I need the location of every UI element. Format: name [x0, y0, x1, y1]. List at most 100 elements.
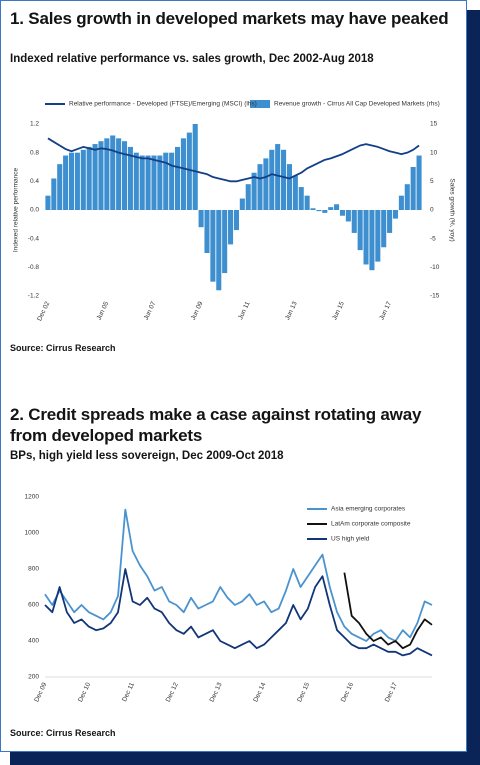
- bar: [339, 210, 346, 216]
- source: Source: Cirrus Research: [10, 343, 116, 353]
- bar: [351, 210, 357, 233]
- bar: [269, 149, 275, 210]
- y-tick-label: -15: [430, 293, 440, 300]
- bar: [345, 210, 351, 222]
- x-tick-label: Jun 11: [237, 300, 252, 321]
- line: [343, 572, 433, 650]
- bar: [92, 144, 98, 210]
- bar: [375, 210, 381, 262]
- bar: [257, 164, 263, 210]
- bar: [86, 146, 92, 210]
- y-tick-label: -10: [430, 264, 440, 271]
- bar: [281, 149, 287, 210]
- y-tick-label: 1000: [25, 530, 40, 537]
- y-tick-label: 10: [430, 149, 438, 156]
- bar: [410, 167, 416, 210]
- bar: [204, 210, 210, 253]
- bar: [381, 210, 387, 248]
- bar: [139, 155, 145, 210]
- bar: [328, 207, 334, 210]
- bar: [357, 210, 363, 251]
- charts: 1.2 0.8 0.4 0.0 -0.4 -0.8 -1.2 15 10 5 0 -5 -10 -15 In…: [13, 100, 455, 703]
- bar: [68, 152, 75, 210]
- bar: [392, 210, 399, 219]
- bar: [104, 138, 110, 210]
- y-tick-label: 0: [430, 207, 434, 214]
- y-tick-label: 400: [28, 638, 39, 645]
- chart-title: 1. Sales growth in developed markets may…: [10, 9, 449, 28]
- bar: [151, 155, 157, 210]
- legend-label: LatAm corporate composite: [331, 521, 411, 528]
- y-tick-label: 15: [430, 121, 438, 128]
- bar: [74, 152, 80, 210]
- y-tick-label: -1.2: [28, 293, 40, 300]
- bar: [316, 210, 322, 212]
- bar: [186, 132, 192, 210]
- bar: [334, 204, 340, 210]
- x-tick-label: Jun 09: [190, 300, 205, 321]
- y-tick-label: -0.8: [28, 264, 40, 271]
- y-tick-label: 0.8: [30, 149, 39, 156]
- bar: [286, 164, 292, 210]
- bar: [292, 175, 298, 210]
- x-tick-label: Dec 14: [252, 681, 267, 703]
- bar: [233, 210, 239, 231]
- x-tick-label: Jun 17: [378, 300, 393, 321]
- line: [44, 568, 433, 657]
- legend-label: Revenue growth - Cirrus All Cap Develope…: [274, 101, 440, 108]
- bar: [387, 210, 393, 233]
- x-tick-label: Dec 09: [33, 681, 48, 703]
- bar: [251, 172, 257, 210]
- bar: [98, 141, 104, 210]
- bar: [180, 138, 186, 210]
- bar: [51, 178, 57, 210]
- bar: [275, 144, 281, 210]
- y-tick-label: -5: [430, 235, 436, 242]
- bar: [304, 195, 310, 210]
- legend-label: Asia emerging corporates: [331, 506, 406, 513]
- bar: [45, 195, 51, 210]
- y-tick-label: 200: [28, 674, 39, 681]
- bar: [363, 210, 369, 265]
- legend-label: US high yield: [331, 536, 370, 543]
- bar: [116, 138, 122, 210]
- bar: [210, 210, 216, 282]
- bar: [298, 187, 304, 210]
- bar: [80, 149, 86, 210]
- bar: [127, 146, 133, 210]
- y-tick-label: 600: [28, 602, 39, 609]
- x-tick-label: Dec 16: [340, 681, 355, 703]
- chart-title: 2. Credit spreads make a case against ro…: [10, 405, 422, 445]
- bar: [263, 158, 269, 210]
- chart-subtitle: Indexed relative performance vs. sales g…: [10, 53, 374, 65]
- bar: [110, 135, 116, 210]
- bar: [121, 141, 128, 210]
- source: Source: Cirrus Research: [10, 728, 116, 738]
- bar: [57, 164, 63, 210]
- bar: [169, 152, 175, 210]
- x-tick-label: Dec 17: [384, 681, 399, 703]
- x-tick-label: Dec 15: [296, 681, 311, 703]
- x-tick-label: Dec 13: [209, 681, 224, 703]
- y-tick-label: 1200: [25, 494, 40, 501]
- bar: [192, 124, 198, 210]
- x-tick-label: Dec 10: [77, 681, 92, 703]
- bar: [310, 208, 316, 210]
- bar: [228, 210, 234, 245]
- legend-swatch: [250, 100, 270, 108]
- bar: [133, 152, 139, 210]
- bar: [239, 198, 245, 210]
- bar: [222, 210, 228, 274]
- x-tick-label: Jun 15: [331, 300, 346, 321]
- bar: [216, 210, 222, 291]
- bar: [175, 146, 181, 210]
- chart-subtitle: BPs, high yield less sovereign, Dec 2009…: [10, 450, 284, 462]
- y-tick-label: 0.0: [30, 207, 39, 214]
- y2-axis-label: Sales growth (%, yoy): [448, 178, 455, 241]
- y-axis-label: Indexed relative performance: [13, 168, 20, 253]
- bar: [322, 210, 328, 213]
- y-tick-label: 800: [28, 566, 39, 573]
- bar: [145, 155, 151, 210]
- x-tick-label: Jun 05: [96, 300, 111, 321]
